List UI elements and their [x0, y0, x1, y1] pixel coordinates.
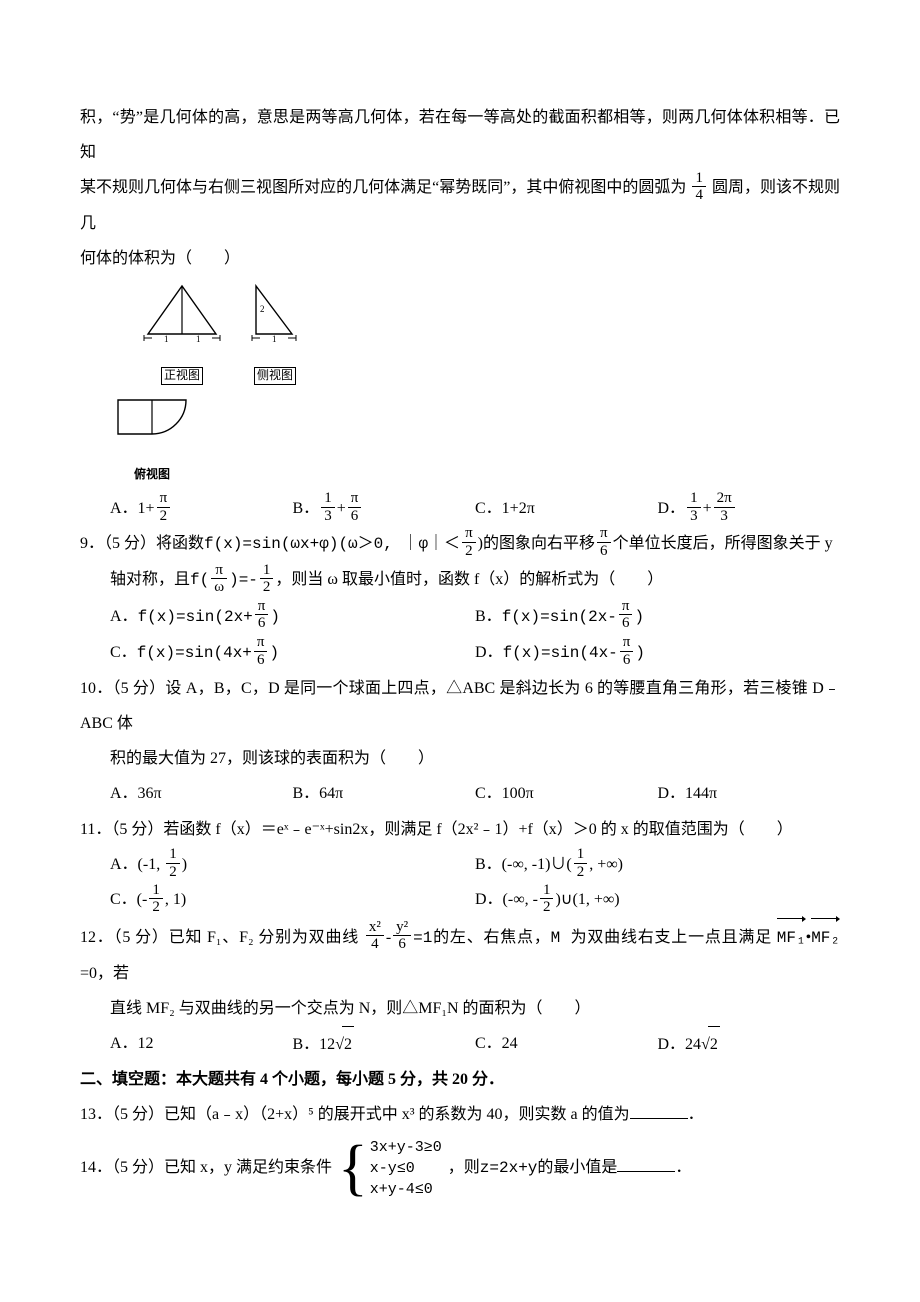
- q8-opt-a: A．1+π2: [110, 491, 293, 526]
- q8-opt-b: B．13+π6: [293, 491, 476, 526]
- dim-1a: 1: [164, 334, 169, 344]
- q8-opt-d: D．13+2π3: [658, 491, 841, 526]
- q11-opt-b: B．(-∞, -1)∪(12, +∞): [475, 847, 840, 882]
- q10-opt-a: A．36π: [110, 776, 293, 811]
- blank-14: [617, 1155, 675, 1172]
- q12-opt-c: C．24: [475, 1026, 658, 1062]
- q11-opt-a: A．(-1, 12): [110, 847, 475, 882]
- section-2-title: 二、填空题：本大题共有 4 个小题，每小题 5 分，共 20 分．: [80, 1062, 840, 1097]
- case-1: 3x+y-3≥0: [370, 1137, 442, 1158]
- q9-opt-d: D．f(x)=sin(4x-π6): [475, 635, 840, 671]
- question-9: 9．（5 分）将函数f(x)=sin(ωx+φ)(ω＞0, ｜φ｜＜π2)的图象…: [80, 526, 840, 671]
- q8-opt-c: C．1+2π: [475, 491, 658, 526]
- vector-mf2: MF₂: [811, 918, 840, 956]
- q10-opt-b: B．64π: [293, 776, 476, 811]
- question-11: 11．（5 分）若函数 f（x）＝eˣ﹣e⁻ˣ+sin2x，则满足 f（2x²﹣…: [80, 812, 840, 918]
- side-view: 1 2 侧视图: [248, 282, 302, 392]
- top-view: 俯视图: [110, 394, 194, 490]
- case-2: x-y≤0: [370, 1158, 442, 1179]
- dim-1b: 1: [196, 334, 201, 344]
- q11-opt-c: C．(-12, 1): [110, 882, 475, 917]
- vector-mf1: MF₁: [777, 918, 806, 956]
- blank-13: [630, 1102, 688, 1119]
- q9-opt-c: C．f(x)=sin(4x+π6): [110, 635, 475, 671]
- question-14: 14．（5 分）已知 x，y 满足约束条件 { 3x+y-3≥0 x-y≤0 x…: [80, 1133, 840, 1204]
- views-diagram: 1 1 正视图 1 2 侧视图: [80, 282, 840, 491]
- frac-num: 1: [692, 170, 706, 188]
- question-13: 13．（5 分）已知（a﹣x）（2+x）⁵ 的展开式中 x³ 的系数为 40，则…: [80, 1097, 840, 1132]
- top-view-svg: [110, 394, 194, 442]
- q11-opt-d: D．(-∞, -12)∪(1, +∞): [475, 882, 840, 917]
- q11-options: A．(-1, 12) B．(-∞, -1)∪(12, +∞) C．(-12, 1…: [80, 847, 840, 918]
- q9-options: A．f(x)=sin(2x+π6) B．f(x)=sin(2x-π6) C．f(…: [80, 599, 840, 671]
- cases-14: { 3x+y-3≥0 x-y≤0 x+y-4≤0: [338, 1137, 442, 1200]
- q10-opt-c: C．100π: [475, 776, 658, 811]
- front-view-svg: 1 1: [140, 282, 224, 344]
- top-view-label: 俯视图: [132, 467, 172, 483]
- q12-opt-b: B．12√2: [293, 1026, 476, 1062]
- side-dim: 1: [272, 334, 277, 344]
- question-10: 10．（5 分）设 A，B，C，D 是同一个球面上四点，△ABC 是斜边长为 6…: [80, 671, 840, 812]
- q8-line1: 积，“势”是几何体的高，意思是两等高几何体，若在每一等高处的截面积都相等，则两几…: [80, 100, 840, 170]
- side-view-label: 侧视图: [254, 367, 296, 385]
- q12-opt-a: A．12: [110, 1026, 293, 1062]
- q8-frac: 1 4: [692, 170, 706, 204]
- side-view-svg: 1 2: [248, 282, 302, 344]
- front-view: 1 1 正视图: [140, 282, 224, 392]
- q8-line3: 何体的体积为（ ）: [80, 241, 840, 276]
- question-8: 积，“势”是几何体的高，意思是两等高几何体，若在每一等高处的截面积都相等，则两几…: [80, 100, 840, 526]
- front-view-label: 正视图: [161, 367, 203, 385]
- q9-opt-a: A．f(x)=sin(2x+π6): [110, 599, 475, 635]
- q8-options: A．1+π2 B．13+π6 C．1+2π D．13+2π3: [80, 491, 840, 526]
- q8-line2: 某不规则几何体与右侧三视图所对应的几何体满足“幂势既同”，其中俯视图中的圆弧为 …: [80, 170, 840, 241]
- case-3: x+y-4≤0: [370, 1179, 442, 1200]
- question-12: 12．（5 分）已知 F₁、F₂ 分别为双曲线 x²4-y²6=1的左、右焦点，…: [80, 918, 840, 1063]
- q10-options: A．36π B．64π C．100π D．144π: [80, 776, 840, 811]
- side-h: 2: [260, 304, 265, 314]
- q10-opt-d: D．144π: [658, 776, 841, 811]
- q12-options: A．12 B．12√2 C．24 D．24√2: [80, 1026, 840, 1062]
- q9-opt-b: B．f(x)=sin(2x-π6): [475, 599, 840, 635]
- q12-opt-d: D．24√2: [658, 1026, 841, 1062]
- frac-den: 4: [692, 187, 706, 204]
- q8-line2-a: 某不规则几何体与右侧三视图所对应的几何体满足“幂势既同”，其中俯视图中的圆弧为: [80, 179, 686, 196]
